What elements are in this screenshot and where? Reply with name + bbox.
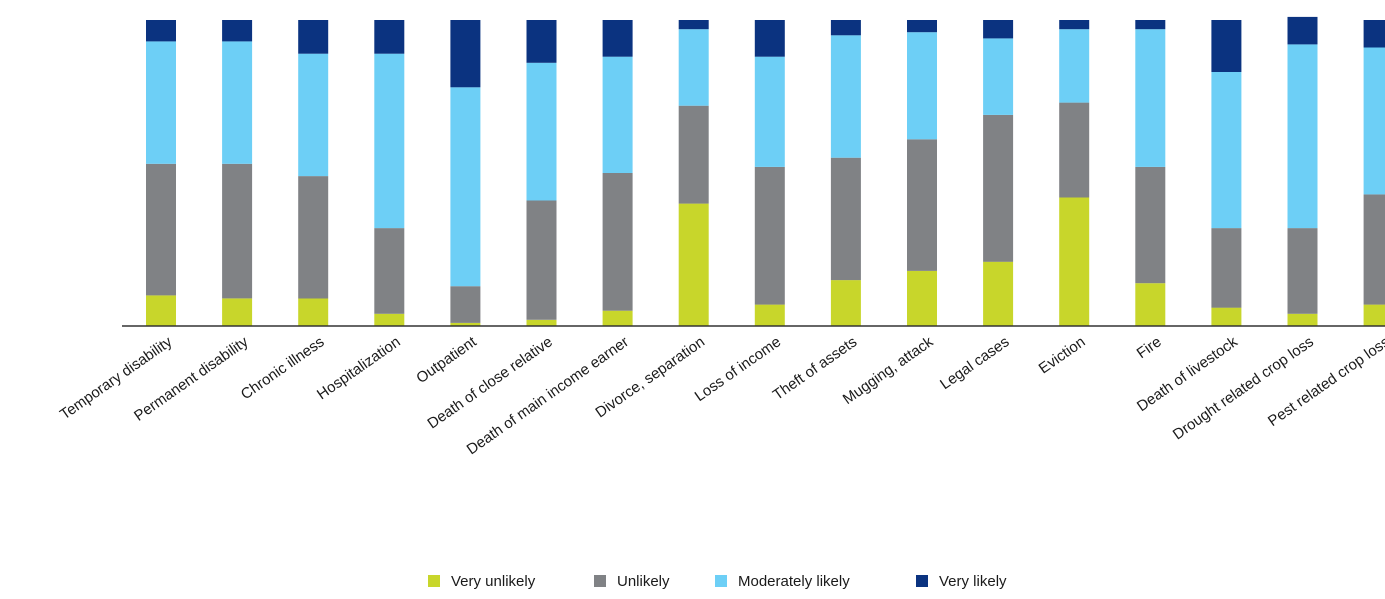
category-label-eviction: Eviction: [1036, 333, 1089, 377]
bar-segment-divorce-separation-unlikely: [679, 106, 709, 204]
bar-segment-divorce-separation-very-likely: [679, 20, 709, 29]
bar-segment-death-of-close-relative-very-unlikely: [527, 320, 557, 326]
bar-segment-chronic-illness-moderately-likely: [298, 54, 328, 176]
bar-segment-theft-of-assets-very-likely: [831, 20, 861, 35]
bar-segment-fire-very-unlikely: [1135, 283, 1165, 326]
bar-segment-mugging-attack-moderately-likely: [907, 32, 937, 139]
bar-segment-permanent-disability-very-likely: [222, 20, 252, 41]
category-label-pest-related-crop-loss: Pest related crop loss: [1265, 333, 1385, 430]
bar-segment-divorce-separation-moderately-likely: [679, 29, 709, 106]
bar-segment-mugging-attack-very-likely: [907, 20, 937, 32]
bar-segment-theft-of-assets-unlikely: [831, 158, 861, 280]
bar-segment-theft-of-assets-moderately-likely: [831, 35, 861, 157]
bar-segment-pest-related-crop-loss-very-unlikely: [1364, 305, 1385, 326]
category-label-death-of-close-relative: Death of close relative: [424, 333, 555, 432]
bar-segment-death-of-main-income-earner-moderately-likely: [603, 57, 633, 173]
bar-segment-mugging-attack-very-unlikely: [907, 271, 937, 326]
category-label-drought-related-crop-loss: Drought related crop loss: [1170, 333, 1317, 443]
bar-segment-temporary-disability-very-likely: [146, 20, 176, 41]
bar-segment-mugging-attack-unlikely: [907, 139, 937, 271]
bar-segment-death-of-livestock-very-unlikely: [1211, 308, 1241, 326]
bar-segment-legal-cases-very-likely: [983, 20, 1013, 38]
legend-item-very-likely: Very likely: [916, 568, 1007, 594]
bar-segment-death-of-close-relative-moderately-likely: [527, 63, 557, 201]
bar-segment-pest-related-crop-loss-very-likely: [1364, 20, 1385, 48]
bar-segment-loss-of-income-very-unlikely: [755, 305, 785, 326]
bar-segment-hospitalization-unlikely: [374, 228, 404, 314]
bar-segment-chronic-illness-very-unlikely: [298, 299, 328, 327]
bar-segment-hospitalization-moderately-likely: [374, 54, 404, 228]
bar-segment-death-of-livestock-moderately-likely: [1211, 72, 1241, 228]
bar-segment-hospitalization-very-unlikely: [374, 314, 404, 326]
legend-swatch-very-unlikely: [428, 575, 440, 587]
bar-segment-eviction-very-likely: [1059, 20, 1089, 29]
legend-item-very-unlikely: Very unlikely: [428, 568, 535, 594]
category-label-hospitalization: Hospitalization: [314, 333, 404, 403]
bar-segment-fire-very-likely: [1135, 20, 1165, 29]
category-label-fire: Fire: [1134, 333, 1165, 362]
bar-segment-death-of-livestock-very-likely: [1211, 20, 1241, 72]
legend-label-very-unlikely: Very unlikely: [451, 573, 535, 590]
bar-segment-death-of-close-relative-unlikely: [527, 201, 557, 320]
legend-swatch-moderately-likely: [715, 575, 727, 587]
bar-segment-drought-related-crop-loss-very-unlikely: [1288, 314, 1318, 326]
bar-segment-permanent-disability-very-unlikely: [222, 299, 252, 327]
bar-segment-temporary-disability-moderately-likely: [146, 41, 176, 163]
legend-label-unlikely: Unlikely: [617, 573, 670, 590]
legend-item-moderately-likely: Moderately likely: [715, 568, 850, 594]
bar-segment-divorce-separation-very-unlikely: [679, 204, 709, 326]
bar-segment-pest-related-crop-loss-moderately-likely: [1364, 48, 1385, 195]
category-label-chronic-illness: Chronic illness: [238, 333, 328, 403]
legend-swatch-very-likely: [916, 575, 928, 587]
legend: Very unlikely Unlikely Moderately likely…: [0, 568, 1385, 594]
bar-segment-outpatient-unlikely: [450, 286, 480, 323]
bar-segment-theft-of-assets-very-unlikely: [831, 280, 861, 326]
bar-segment-death-of-main-income-earner-very-likely: [603, 20, 633, 57]
bar-segment-legal-cases-moderately-likely: [983, 38, 1013, 115]
bar-segment-drought-related-crop-loss-unlikely: [1288, 228, 1318, 314]
legend-item-unlikely: Unlikely: [594, 568, 670, 594]
bar-segment-chronic-illness-very-likely: [298, 20, 328, 54]
bar-segment-temporary-disability-unlikely: [146, 164, 176, 296]
bar-segment-outpatient-very-likely: [450, 20, 480, 87]
bar-segment-eviction-unlikely: [1059, 103, 1089, 198]
legend-label-moderately-likely: Moderately likely: [738, 573, 850, 590]
bar-segment-legal-cases-unlikely: [983, 115, 1013, 262]
bar-segment-death-of-livestock-unlikely: [1211, 228, 1241, 308]
bar-segment-loss-of-income-unlikely: [755, 167, 785, 305]
bar-segment-death-of-main-income-earner-unlikely: [603, 173, 633, 311]
bar-segment-fire-moderately-likely: [1135, 29, 1165, 167]
bar-segment-death-of-main-income-earner-very-unlikely: [603, 311, 633, 326]
bar-segment-eviction-very-unlikely: [1059, 198, 1089, 327]
bar-segment-fire-unlikely: [1135, 167, 1165, 283]
bar-segment-loss-of-income-moderately-likely: [755, 57, 785, 167]
bar-segment-outpatient-moderately-likely: [450, 87, 480, 286]
legend-swatch-unlikely: [594, 575, 606, 587]
bar-segment-eviction-moderately-likely: [1059, 29, 1089, 102]
legend-label-very-likely: Very likely: [939, 573, 1007, 590]
bars-group: [146, 17, 1385, 326]
bar-segment-legal-cases-very-unlikely: [983, 262, 1013, 326]
bar-segment-drought-related-crop-loss-very-likely: [1288, 17, 1318, 45]
bar-segment-pest-related-crop-loss-unlikely: [1364, 194, 1385, 304]
bar-segment-loss-of-income-very-likely: [755, 20, 785, 57]
category-label-legal-cases: Legal cases: [937, 333, 1012, 393]
bar-segment-hospitalization-very-likely: [374, 20, 404, 54]
bar-segment-temporary-disability-very-unlikely: [146, 295, 176, 326]
bar-segment-chronic-illness-unlikely: [298, 176, 328, 298]
bar-segment-drought-related-crop-loss-moderately-likely: [1288, 45, 1318, 229]
bar-segment-permanent-disability-unlikely: [222, 164, 252, 299]
category-label-outpatient: Outpatient: [413, 333, 480, 387]
bar-segment-permanent-disability-moderately-likely: [222, 41, 252, 163]
bar-segment-death-of-close-relative-very-likely: [527, 20, 557, 63]
